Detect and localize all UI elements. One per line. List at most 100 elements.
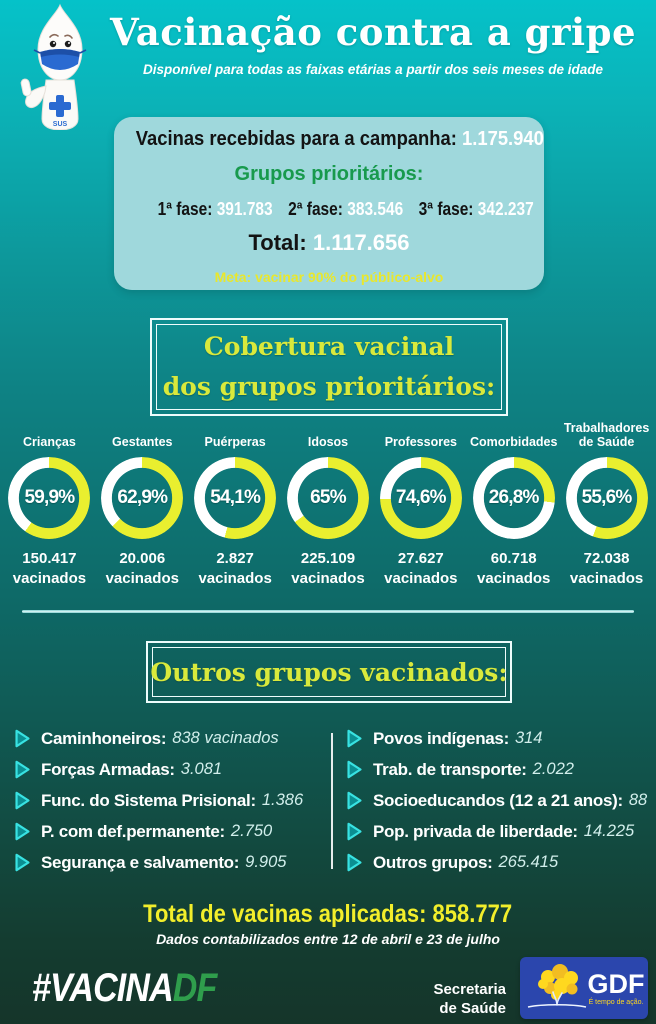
mascot-arm xyxy=(25,85,47,108)
coverage-donut-chart: 62,9% xyxy=(101,457,184,539)
play-triangle-icon xyxy=(15,791,30,810)
play-triangle-icon xyxy=(347,853,362,872)
phases-row: 1ª fase: 391.783 2ª fase: 383.546 3ª fase:… xyxy=(118,199,540,220)
group-value: 314 xyxy=(514,729,543,747)
mascot-eye xyxy=(64,40,72,48)
gdf-logo: GDF É tempo de ação. xyxy=(520,957,648,1019)
group-value: 1.386 xyxy=(261,791,304,809)
coverage-percent-label: 74,6% xyxy=(395,487,447,508)
coverage-count-suffix: vacinados xyxy=(105,570,179,587)
coverage-group-label: Puérperas xyxy=(204,435,266,449)
ze-gotinha-mascot-illustration: SUS xyxy=(20,3,87,130)
donut-ring xyxy=(379,457,462,539)
list-item: Povos indígenas: 314 xyxy=(346,727,646,750)
donut-ring xyxy=(101,457,184,539)
sus-cross-icon xyxy=(49,102,71,110)
coverage-count-number: 20.006 xyxy=(119,550,166,567)
group-label: Pop. privada de liberdade: xyxy=(373,821,578,841)
play-triangle-icon xyxy=(347,760,362,779)
campaign-hashtag: #VACINADF xyxy=(32,966,249,1011)
list-item: Segurança e salvamento: 9.905 xyxy=(14,851,330,874)
phase-stat: 2ª fase: 383.546 xyxy=(288,199,403,219)
coverage-gauges-row: Crianças 59,9% 150.417 vacinados Gestantes 62… xyxy=(4,416,652,589)
coverage-gauge: Comorbidades 26,8% 60.718 vacinados xyxy=(468,416,559,589)
campaign-goal-note: Meta: vacinar 90% do público-alvo xyxy=(214,269,444,285)
list-item: Trab. de transporte: 2.022 xyxy=(346,758,646,781)
phase-label: 1ª fase: xyxy=(157,199,217,219)
list-item: Outros grupos: 265.415 xyxy=(346,851,646,874)
coverage-percent-label: 59,9% xyxy=(24,487,75,508)
group-label: Socioeducandos (12 a 21 anos): xyxy=(373,790,623,810)
coverage-count-suffix: vacinados xyxy=(198,570,272,587)
section-divider-line xyxy=(22,610,634,613)
other-groups-right: Povos indígenas: 314 Trab. de transporte: 2… xyxy=(346,727,647,874)
phase-label: 3ª fase: xyxy=(418,199,478,219)
gdf-tagline: É tempo de ação. xyxy=(589,997,644,1006)
coverage-count: 150.417 vacinados xyxy=(13,549,86,589)
sus-badge-text: SUS xyxy=(53,121,68,128)
data-period-note: Dados contabilizados entre 12 de abril e… xyxy=(156,931,500,947)
coverage-percent-label: 65% xyxy=(310,487,346,508)
mascot-thumb xyxy=(20,78,32,97)
other-groups-left: Caminhoneiros: 838 vacinados Forças Armada… xyxy=(14,727,330,874)
vaccines-received-line: Vacinas recebidas para a campanha: 1.175… xyxy=(118,128,544,151)
donut-ring xyxy=(8,457,91,539)
play-triangle-icon xyxy=(347,729,362,748)
phase-value: 391.783 xyxy=(216,199,273,219)
coverage-donut-chart: 55,6% xyxy=(565,457,648,539)
phase-value: 342.237 xyxy=(477,199,534,219)
coverage-gauge: Puérperas 54,1% 2.827 vacinados xyxy=(190,416,281,589)
coverage-count: 27.627 vacinados xyxy=(384,549,457,589)
donut-ring xyxy=(565,457,648,539)
group-value: 2.022 xyxy=(532,760,574,778)
group-label: Segurança e salvamento: xyxy=(41,852,240,872)
coverage-group-label: Professores xyxy=(384,435,457,449)
coverage-count-suffix: vacinados xyxy=(291,570,365,587)
coverage-count-number: 2.827 xyxy=(216,550,254,567)
coverage-count-suffix: vacinados xyxy=(384,570,458,587)
gdf-logo-graphic: GDF É tempo de ação. xyxy=(527,964,645,1008)
other-groups-lists: Caminhoneiros: 838 vacinados Forças Armada… xyxy=(14,727,647,874)
group-label: Caminhoneiros: xyxy=(41,728,167,748)
total-applied-label: Total de vacinas aplicadas: xyxy=(143,900,427,928)
coverage-count-number: 72.038 xyxy=(583,550,630,567)
group-value: 14.225 xyxy=(583,822,635,840)
coverage-group-label: Comorbidades xyxy=(469,435,558,449)
coverage-count: 2.827 vacinados xyxy=(198,549,271,589)
coverage-group-label: Idosos xyxy=(307,435,349,449)
list-item: Caminhoneiros: 838 vacinados xyxy=(14,727,330,750)
group-value: 265.415 xyxy=(498,853,559,871)
coverage-donut-chart: 74,6% xyxy=(379,457,462,539)
coverage-count-number: 150.417 xyxy=(22,550,77,567)
mascot-eye xyxy=(49,40,57,48)
total-applied-value: 858.777 xyxy=(432,900,513,928)
group-label: Forças Armadas: xyxy=(41,759,175,779)
coverage-gauge: Trabalhadores de Saúde 55,6% 72.038 vacinad… xyxy=(561,416,652,589)
coverage-group-label: Gestantes xyxy=(112,435,173,449)
coverage-percent-label: 55,6% xyxy=(581,487,633,508)
hashtag-green-part: DF xyxy=(172,966,217,1010)
group-label: Func. do Sistema Prisional: xyxy=(41,790,256,810)
coverage-gauge: Gestantes 62,9% 20.006 vacinados xyxy=(97,416,188,589)
group-label: Trab. de transporte: xyxy=(373,759,527,779)
group-value: 2.750 xyxy=(230,822,273,840)
group-label: Outros grupos: xyxy=(373,852,493,872)
phase-stat: 3ª fase: 342.237 xyxy=(419,199,534,219)
phase-stat: 1ª fase: 391.783 xyxy=(158,199,273,219)
group-value: 838 vacinados xyxy=(172,729,279,747)
priority-groups-heading: Grupos prioritários: xyxy=(234,163,424,185)
coverage-section-frame: Cobertura vacinal dos grupos prioritário… xyxy=(150,318,508,416)
phases-total-line: Total: 1.117.656 xyxy=(118,230,540,256)
summary-box: Vacinas recebidas para a campanha: 1.175… xyxy=(114,117,544,290)
coverage-gauge: Professores 74,6% 27.627 vacinados xyxy=(375,416,466,589)
group-value: 9.905 xyxy=(245,853,287,871)
coverage-donut-chart: 26,8% xyxy=(472,457,555,539)
play-triangle-icon xyxy=(347,791,362,810)
play-triangle-icon xyxy=(347,822,362,841)
play-triangle-icon xyxy=(15,760,30,779)
phases-total-value: 1.117.656 xyxy=(312,230,410,255)
coverage-title-line1: Cobertura vacinal xyxy=(203,332,455,361)
hashtag-white-part: #VACINA xyxy=(32,966,174,1010)
vaccines-received-value: 1.175.940 xyxy=(462,128,544,150)
coverage-count-suffix: vacinados xyxy=(12,570,87,587)
